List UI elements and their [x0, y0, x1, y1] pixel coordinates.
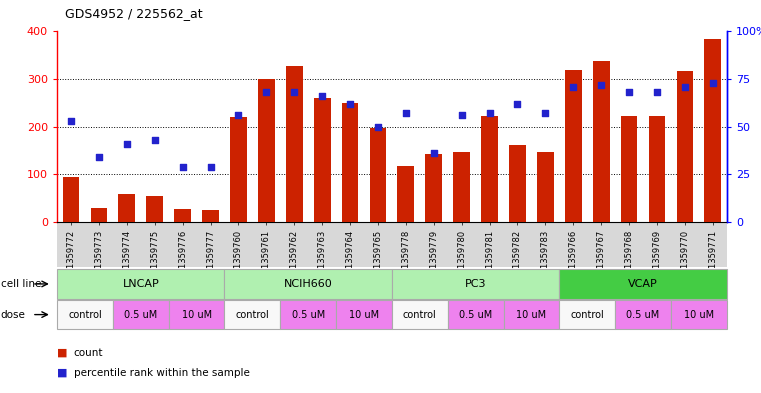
Point: [456, 112, 468, 118]
Point: [651, 89, 663, 95]
Text: percentile rank within the sample: percentile rank within the sample: [74, 367, 250, 378]
Text: NCIH660: NCIH660: [284, 279, 333, 289]
Point: [540, 110, 552, 117]
Bar: [119, 195, 135, 222]
Point: [93, 154, 105, 160]
Point: [623, 89, 635, 95]
Text: 0.5 uM: 0.5 uM: [291, 310, 325, 320]
Text: 10 uM: 10 uM: [517, 310, 546, 320]
Text: VCAP: VCAP: [628, 279, 658, 289]
Point: [595, 82, 607, 88]
Bar: [286, 66, 303, 222]
Bar: [677, 70, 693, 222]
Point: [288, 89, 301, 95]
Text: ■: ■: [57, 348, 68, 358]
Bar: [397, 166, 414, 222]
Bar: [230, 117, 247, 222]
Text: 0.5 uM: 0.5 uM: [626, 310, 660, 320]
Text: 10 uM: 10 uM: [684, 310, 714, 320]
Point: [707, 80, 719, 86]
Bar: [648, 116, 665, 222]
Text: count: count: [74, 348, 103, 358]
Point: [205, 163, 217, 170]
Bar: [425, 154, 442, 222]
Text: 0.5 uM: 0.5 uM: [459, 310, 492, 320]
Text: 10 uM: 10 uM: [349, 310, 379, 320]
Text: cell line: cell line: [1, 279, 41, 289]
Point: [483, 110, 495, 117]
Text: control: control: [570, 310, 604, 320]
Bar: [258, 79, 275, 222]
Point: [344, 101, 356, 107]
Bar: [146, 196, 163, 222]
Bar: [370, 128, 387, 222]
Bar: [537, 152, 554, 222]
Text: control: control: [235, 310, 269, 320]
Text: dose: dose: [1, 310, 26, 320]
Point: [567, 84, 579, 90]
Bar: [454, 152, 470, 222]
Point: [260, 89, 272, 95]
Point: [316, 93, 328, 99]
Text: control: control: [403, 310, 437, 320]
Point: [511, 101, 524, 107]
Point: [400, 110, 412, 117]
Text: control: control: [68, 310, 102, 320]
Point: [428, 150, 440, 156]
Bar: [62, 177, 79, 222]
Bar: [174, 209, 191, 222]
Point: [372, 123, 384, 130]
Text: ■: ■: [57, 367, 68, 378]
Point: [148, 137, 161, 143]
Point: [679, 84, 691, 90]
Bar: [202, 210, 219, 222]
Bar: [705, 39, 721, 222]
Bar: [342, 103, 358, 222]
Bar: [593, 61, 610, 222]
Point: [121, 141, 133, 147]
Bar: [621, 116, 638, 222]
Bar: [91, 208, 107, 222]
Text: PC3: PC3: [465, 279, 486, 289]
Text: 0.5 uM: 0.5 uM: [124, 310, 158, 320]
Text: LNCAP: LNCAP: [123, 279, 159, 289]
Text: GDS4952 / 225562_at: GDS4952 / 225562_at: [65, 7, 202, 20]
Text: 10 uM: 10 uM: [182, 310, 212, 320]
Point: [65, 118, 77, 124]
Point: [177, 163, 189, 170]
Bar: [314, 98, 330, 222]
Bar: [565, 70, 581, 222]
Bar: [509, 145, 526, 222]
Point: [232, 112, 244, 118]
Bar: [481, 116, 498, 222]
